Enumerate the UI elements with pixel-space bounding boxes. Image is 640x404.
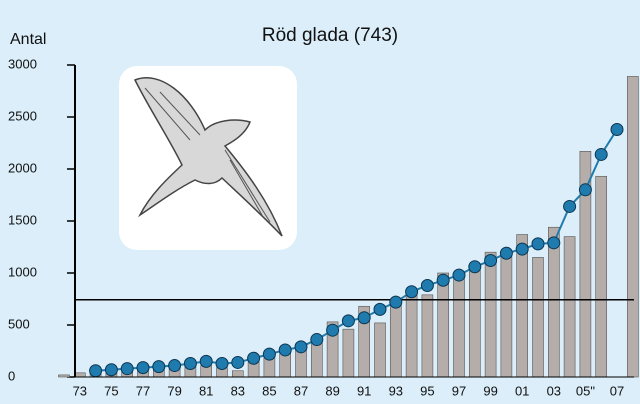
- line-marker: [484, 254, 498, 268]
- bird-picture: [119, 66, 297, 250]
- bar: [389, 303, 402, 378]
- bar: [405, 291, 418, 378]
- bar: [516, 234, 529, 378]
- x-tick-label: 97: [452, 383, 466, 398]
- bar: [437, 272, 450, 378]
- x-tick-label: 77: [136, 383, 150, 398]
- line-marker: [594, 147, 608, 161]
- line-marker: [547, 236, 561, 250]
- line-marker: [152, 360, 166, 374]
- x-tick-label: 05": [576, 383, 595, 398]
- line-marker: [310, 333, 324, 347]
- x-tick-label: 73: [73, 383, 87, 398]
- bar: [500, 251, 513, 378]
- line-marker: [389, 295, 403, 309]
- line-marker: [136, 361, 150, 375]
- line-marker: [231, 355, 245, 369]
- x-tick-label: 81: [199, 383, 213, 398]
- bird-sketch: [133, 77, 283, 237]
- line-marker: [357, 311, 371, 325]
- x-tick-label: 01: [515, 383, 529, 398]
- bar: [547, 226, 560, 378]
- line-marker: [578, 183, 592, 197]
- bar: [468, 264, 481, 378]
- line-marker: [247, 351, 261, 365]
- line-marker: [563, 199, 577, 213]
- line-marker: [610, 122, 624, 136]
- bar: [484, 251, 497, 378]
- bar: [421, 294, 434, 378]
- line-marker: [373, 302, 387, 316]
- line-marker: [262, 347, 276, 361]
- y-tick-label: 2000: [8, 160, 37, 175]
- x-tick-label: 93: [389, 383, 403, 398]
- x-tick-label: 95: [420, 383, 434, 398]
- y-tick-label: 1000: [8, 264, 37, 279]
- line-marker: [278, 343, 292, 357]
- y-tick-label: 0: [8, 368, 15, 383]
- x-tick-label: 91: [357, 383, 371, 398]
- line: [95, 128, 618, 372]
- x-tick-label: 03: [547, 383, 561, 398]
- bar: [563, 236, 576, 378]
- bar: [453, 272, 465, 378]
- y-tick-label: 3000: [8, 56, 37, 71]
- y-axis-label: Antal: [10, 31, 46, 48]
- x-tick-label: 79: [167, 383, 181, 398]
- bar: [595, 175, 608, 378]
- bar: [532, 257, 544, 378]
- y-tick-label: 2500: [8, 108, 37, 123]
- line-marker: [405, 285, 419, 299]
- x-tick-label: 89: [325, 383, 339, 398]
- y-tick-label: 500: [8, 316, 30, 331]
- line-marker: [326, 323, 340, 337]
- line-marker: [215, 356, 229, 370]
- line-marker: [499, 246, 513, 260]
- line-marker: [183, 356, 197, 370]
- line-marker: [468, 260, 482, 274]
- x-tick-label: 87: [294, 383, 308, 398]
- y-tick-label: 1500: [8, 212, 37, 227]
- line-marker: [515, 242, 529, 256]
- line-marker: [199, 354, 213, 368]
- line-marker: [420, 278, 434, 292]
- line-marker: [436, 273, 450, 287]
- line-marker: [531, 237, 545, 251]
- bar: [626, 76, 639, 378]
- x-tick-label: 99: [483, 383, 497, 398]
- line-marker: [120, 362, 134, 376]
- bird-feathers: [144, 87, 271, 223]
- bar: [58, 374, 70, 378]
- bar: [342, 328, 355, 378]
- line-marker: [89, 364, 103, 378]
- line-marker: [104, 363, 118, 377]
- line-marker: [294, 340, 308, 354]
- line-marker: [341, 314, 355, 328]
- x-tick-label: 75: [104, 383, 118, 398]
- line-marker: [168, 359, 182, 373]
- bar: [232, 370, 244, 378]
- x-tick-label: 85: [262, 383, 276, 398]
- x-tick-label: 83: [231, 383, 245, 398]
- line-marker: [452, 268, 466, 282]
- bar: [374, 322, 386, 378]
- chart-title: Röd glada (743): [262, 25, 398, 46]
- x-tick-label: 07: [610, 383, 624, 398]
